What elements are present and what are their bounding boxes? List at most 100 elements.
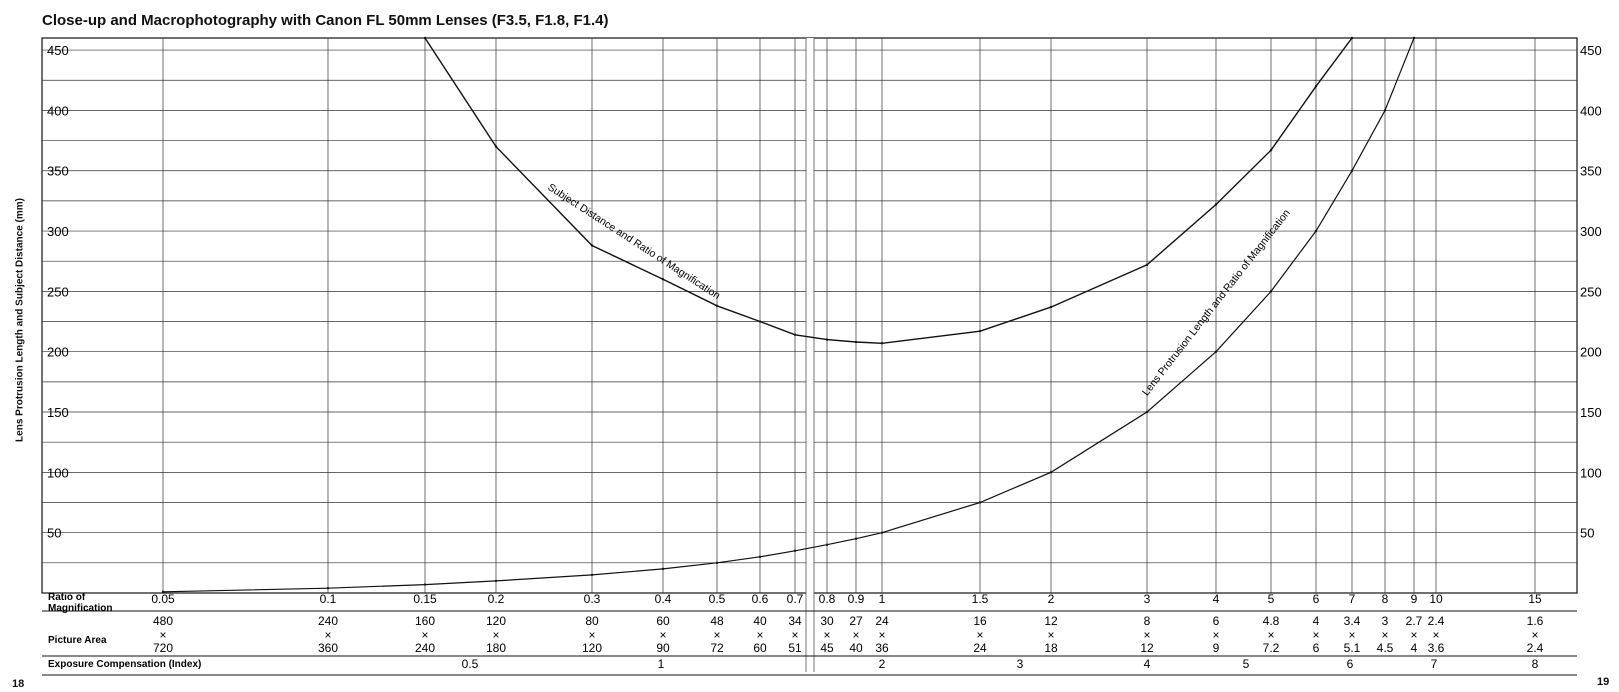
table-cell-area-top: 1.6 [1527,614,1544,628]
table-cell-area-top: 480 [153,614,173,628]
table-cell-area-bottom: 360 [318,641,338,655]
data-point [825,338,829,341]
table-cell-area-bottom: 2.4 [1527,641,1544,655]
y-tick-label-right: 350 [1580,164,1602,179]
data-point [880,342,884,345]
table-cell-ratio: 2 [1048,592,1055,606]
table-cell-area-times: × [324,628,331,642]
page-gutter [806,38,814,654]
table-cell-ratio: 5 [1268,592,1275,606]
table-cell-area-bottom: 45 [820,641,834,655]
table-cell-area-times: × [1410,628,1417,642]
table-cell-ratio: 0.8 [819,592,836,606]
y-tick-label-right: 450 [1580,43,1602,58]
table-cell-area-top: 120 [486,614,506,628]
data-point [661,278,665,281]
table-cell-ratio: 6 [1313,592,1320,606]
data-point [715,561,719,565]
table-cell-ratio: 7 [1349,592,1356,606]
y-tick-label-right: 150 [1580,405,1602,420]
data-point [1269,149,1273,152]
data-point [793,333,797,337]
table-cell-area-top: 34 [788,614,802,628]
table-cell-ratio: 4 [1213,592,1220,606]
page-number-right: 19 [1597,676,1610,688]
table-cell-area-bottom: 180 [486,641,506,655]
y-tick-label-left: 400 [47,103,69,118]
table-cell-area-bottom: 18 [1044,641,1058,655]
table-cell-exposure: 0.5 [462,657,479,671]
table-cell-ratio: 15 [1528,592,1542,606]
data-point [1412,36,1416,40]
table-cell-area-times: × [1212,628,1219,642]
data-point [978,329,982,333]
table-cell-area-times: × [1348,628,1355,642]
table-cell-area-top: 240 [318,614,338,628]
table-cell-area-times: × [756,628,763,642]
table-cell-area-bottom: 5.1 [1344,641,1361,655]
row-header-exposure: Exposure Compensation (Index) [48,659,201,670]
table-cell-ratio: 1.5 [972,592,989,606]
table-cell-area-top: 12 [1044,614,1058,628]
data-point [1350,169,1354,172]
table-cell-area-bottom: 24 [973,641,987,655]
table-cell-ratio: 0.5 [709,592,726,606]
chart-title: Close-up and Macrophotography with Canon… [42,12,609,29]
table-cell-area-times: × [588,628,595,642]
table-cell-area-times: × [492,628,499,642]
table-cell-exposure: 6 [1347,657,1354,671]
table-cell-exposure: 2 [879,657,886,671]
data-point [661,567,665,571]
table-cell-area-bottom: 720 [153,641,173,655]
table-cell-exposure: 5 [1243,657,1250,671]
table-cell-exposure: 4 [1144,657,1151,671]
table-cell-area-bottom: 4.5 [1377,641,1394,655]
table-cell-area-times: × [791,628,798,642]
table-cell-area-bottom: 90 [656,641,670,655]
table-cell-area-top: 30 [820,614,834,628]
y-tick-label-right: 400 [1580,103,1602,118]
table-cell-area-bottom: 120 [582,641,602,655]
data-point [825,543,829,546]
data-point [793,549,797,552]
table-cell-area-top: 3.4 [1344,614,1361,628]
data-point [758,555,762,559]
y-tick-label-right: 250 [1580,284,1602,299]
table-cell-area-bottom: 3.6 [1428,641,1445,655]
data-point [1145,263,1149,267]
table-cell-area-top: 2.4 [1428,614,1445,628]
table-cell-area-top: 160 [415,614,435,628]
table-cell-area-top: 40 [753,614,767,628]
table-cell-exposure: 1 [658,657,665,671]
table-cell-ratio: 0.15 [413,592,437,606]
table-cell-ratio: 0.9 [848,592,865,606]
data-point [590,573,594,577]
table-cell-area-bottom: 9 [1213,641,1220,655]
table-cell-area-top: 80 [585,614,599,628]
page-number-left: 18 [12,678,25,690]
data-point [854,340,858,344]
data-point [494,579,498,583]
table-cell-area-bottom: 4 [1411,641,1418,655]
table-cell-area-times: × [1531,628,1538,642]
table-cell-ratio: 0.4 [655,592,672,606]
row-header-picture-area: Picture Area [48,635,107,646]
series-label: Subject Distance and Ratio of Magnificat… [545,181,722,302]
table-cell-exposure: 8 [1532,657,1539,671]
y-tick-label-right: 100 [1580,465,1602,480]
data-point [854,537,858,540]
table-cell-ratio: 0.05 [151,592,175,606]
y-tick-label-left: 250 [47,284,69,299]
table-cell-area-bottom: 60 [753,641,767,655]
row-header-ratio: Ratio of [48,592,86,603]
table-cell-ratio: 0.2 [488,592,505,606]
table-cell-area-times: × [852,628,859,642]
table-cell-area-times: × [1143,628,1150,642]
y-tick-label-left: 50 [47,526,61,541]
data-point [423,583,427,586]
table-cell-ratio: 1 [879,592,886,606]
y-tick-label-left: 200 [47,345,69,360]
y-tick-label-left: 350 [47,164,69,179]
table-cell-area-top: 48 [710,614,724,628]
series-label: Lens Protrusion Length and Ratio of Magn… [1140,207,1293,398]
